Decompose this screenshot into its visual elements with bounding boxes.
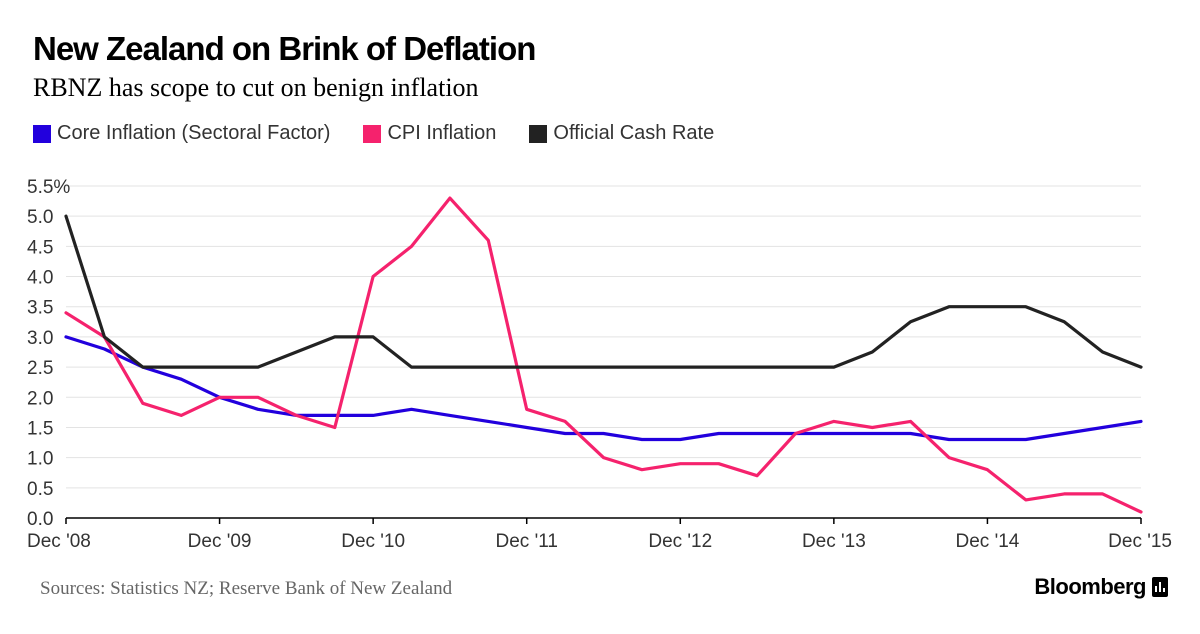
series-line-cpi-inflation	[64, 196, 1143, 514]
legend: Core Inflation (Sectoral Factor) CPI Inf…	[33, 122, 747, 145]
brand-name: Bloomberg	[1034, 574, 1146, 599]
y-tick-label: 1.0	[27, 449, 53, 470]
y-tick-label: 0.0	[27, 509, 53, 530]
y-tick-label: 3.0	[27, 328, 53, 349]
x-tick-label: Dec '08	[27, 531, 91, 552]
x-tick-label: Dec '10	[341, 531, 405, 552]
legend-swatch-official-cash-rate	[529, 124, 548, 143]
source-note: Sources: Statistics NZ; Reserve Bank of …	[40, 578, 453, 599]
x-tick-label: Dec '15	[1108, 531, 1172, 552]
y-tick-label: 0.5	[27, 479, 53, 500]
y-tick-label: 5.0	[27, 207, 53, 228]
y-tick-label: 4.0	[27, 268, 53, 289]
series-line-official-cash-rate	[64, 214, 1143, 369]
bloomberg-terminal-icon	[1152, 577, 1168, 597]
y-tick-label: 1.5	[27, 418, 53, 439]
brand-logo: Bloomberg	[1034, 574, 1168, 600]
legend-swatch-cpi-inflation	[363, 124, 382, 143]
legend-label-official-cash-rate: Official Cash Rate	[553, 122, 715, 144]
legend-label-core-inflation: Core Inflation (Sectoral Factor)	[57, 122, 331, 144]
chart-subtitle: RBNZ has scope to cut on benign inflatio…	[33, 73, 479, 102]
legend-label-cpi-inflation: CPI Inflation	[387, 122, 497, 144]
y-tick-label: 2.5	[27, 358, 53, 379]
x-tick-label: Dec '12	[648, 531, 712, 552]
chart-title: New Zealand on Brink of Deflation	[33, 30, 536, 67]
y-tick-label: 3.5	[27, 298, 53, 319]
x-tick-label: Dec '14	[956, 531, 1020, 552]
series-line-core-inflation	[64, 335, 1143, 442]
legend-item-official-cash-rate: Official Cash Rate	[529, 122, 714, 145]
x-tick-label: Dec '13	[802, 531, 866, 552]
legend-swatch-core-inflation	[33, 124, 51, 143]
legend-item-cpi-inflation: CPI Inflation	[363, 122, 496, 145]
y-tick-label: 5.5%	[27, 177, 70, 198]
x-tick-label: Dec '09	[188, 531, 252, 552]
y-tick-label: 4.5	[27, 237, 53, 258]
y-tick-label: 2.0	[27, 388, 53, 409]
x-tick-label: Dec '11	[496, 531, 558, 552]
legend-item-core-inflation: Core Inflation (Sectoral Factor)	[33, 122, 330, 145]
